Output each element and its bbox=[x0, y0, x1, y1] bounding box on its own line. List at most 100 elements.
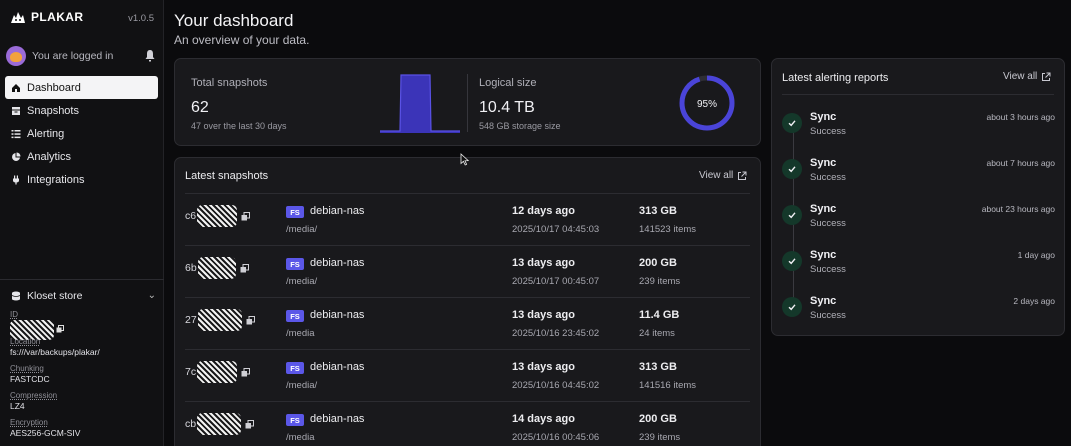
store-encryption-label: Encryption bbox=[10, 418, 48, 427]
alerting-reports-card: Latest alerting reports View all Sync Suc… bbox=[771, 58, 1065, 336]
fs-badge: FS bbox=[286, 206, 304, 218]
snapshot-path: /media/ bbox=[286, 380, 318, 391]
store-chunking-value: FASTCDC bbox=[10, 374, 50, 384]
alert-time: about 23 hours ago bbox=[981, 204, 1055, 214]
alert-item[interactable]: Sync Success 1 day ago bbox=[782, 247, 1055, 283]
brand-name: PLAKAR bbox=[31, 10, 84, 24]
table-row[interactable]: c6 FS debian-nas/media/12 days ago 2025/10/… bbox=[185, 193, 750, 245]
alert-title: Sync bbox=[810, 295, 837, 307]
snapshot-date: 2025/10/17 04:45:03 bbox=[512, 224, 600, 235]
external-link-icon bbox=[1042, 72, 1051, 81]
redacted-id bbox=[197, 361, 238, 383]
sidebar-item-analytics[interactable]: Analytics bbox=[5, 145, 158, 168]
snapshot-size: 11.4 GB bbox=[639, 309, 680, 321]
check-icon bbox=[782, 159, 802, 179]
snapshot-id-prefix: 6b bbox=[185, 262, 197, 274]
copy-icon[interactable] bbox=[240, 263, 249, 273]
alert-item[interactable]: Sync Success about 3 hours ago bbox=[782, 109, 1055, 145]
snapshot-id[interactable]: c6 bbox=[185, 205, 251, 227]
sidebar-item-label: Snapshots bbox=[27, 104, 79, 117]
chevron-down-icon[interactable]: ⌄ bbox=[147, 290, 156, 301]
snapshot-path: /media/ bbox=[286, 224, 318, 235]
alert-item[interactable]: Sync Success 2 days ago bbox=[782, 293, 1055, 329]
store-selector[interactable]: Kloset store ⌄ bbox=[11, 290, 156, 302]
app-version: v1.0.5 bbox=[128, 13, 154, 24]
copy-icon[interactable] bbox=[245, 419, 255, 429]
store-encryption-value: AES256-GCM-SIV bbox=[10, 428, 81, 438]
snapshot-host: debian-nas bbox=[310, 309, 365, 321]
alert-status: Success bbox=[810, 126, 846, 137]
view-all-label: View all bbox=[699, 170, 734, 181]
snapshot-age: 13 days ago bbox=[512, 361, 575, 373]
external-link-icon bbox=[738, 171, 747, 180]
copy-icon[interactable] bbox=[241, 367, 251, 377]
redacted-id bbox=[197, 309, 242, 331]
copy-icon[interactable] bbox=[246, 315, 255, 325]
snapshots-icon bbox=[11, 106, 21, 116]
bell-icon[interactable] bbox=[144, 49, 156, 62]
table-row[interactable]: cb FS debian-nas/media 14 days ago 2025/10/1… bbox=[185, 401, 750, 446]
store-chunking: Chunking FASTCDC bbox=[10, 364, 50, 384]
fs-badge: FS bbox=[286, 258, 304, 270]
snapshot-id-prefix: c6 bbox=[185, 210, 197, 222]
sidebar-item-alerting[interactable]: Alerting bbox=[5, 122, 158, 145]
snapshot-items: 24 items bbox=[639, 328, 675, 339]
table-row[interactable]: 7c FS debian-nas/media/13 days ago 2025/10/… bbox=[185, 349, 750, 401]
dedup-ratio-arc bbox=[679, 75, 735, 131]
database-icon bbox=[11, 291, 21, 301]
table-row[interactable]: 27 FS debian-nas/media 13 days ago 2025/10/1… bbox=[185, 297, 750, 349]
snapshot-id-prefix: cb bbox=[185, 418, 197, 430]
snapshot-age: 14 days ago bbox=[512, 413, 575, 425]
alert-item[interactable]: Sync Success about 7 hours ago bbox=[782, 155, 1055, 191]
avatar[interactable] bbox=[6, 46, 26, 66]
logical-size-label: Logical size bbox=[479, 77, 537, 89]
alert-time: 1 day ago bbox=[1017, 250, 1055, 260]
storage-size-sub: 548 GB storage size bbox=[479, 121, 561, 131]
home-icon bbox=[11, 83, 21, 93]
snapshot-items: 141516 items bbox=[639, 380, 697, 391]
store-encryption: Encryption AES256-GCM-SIV bbox=[10, 418, 80, 438]
store-panel: Kloset store ⌄ ID Location fs:///var/bac… bbox=[0, 279, 164, 438]
alert-title: Sync bbox=[810, 111, 837, 123]
snapshots-view-all-link[interactable]: View all bbox=[699, 170, 747, 181]
redacted-id bbox=[197, 413, 242, 435]
snapshot-id-prefix: 27 bbox=[185, 314, 197, 326]
snapshot-path: /media bbox=[286, 328, 315, 339]
snapshot-path: /media bbox=[286, 432, 315, 443]
alerts-view-all-link[interactable]: View all bbox=[1003, 71, 1051, 82]
sidebar-item-label: Dashboard bbox=[27, 81, 81, 94]
sidebar-item-label: Analytics bbox=[27, 150, 72, 163]
sidebar-item-integrations[interactable]: Integrations bbox=[5, 168, 158, 191]
copy-icon[interactable] bbox=[241, 211, 251, 221]
snapshot-age: 13 days ago bbox=[512, 309, 575, 321]
alert-status: Success bbox=[810, 264, 846, 275]
brand[interactable]: PLAKAR bbox=[10, 10, 83, 24]
total-snapshots-sub: 47 over the last 30 days bbox=[191, 121, 287, 131]
sidebar-item-dashboard[interactable]: Dashboard bbox=[5, 76, 158, 99]
dedup-ratio-label: 95% bbox=[697, 99, 717, 110]
check-icon bbox=[782, 297, 802, 317]
latest-snapshots-card: Latest snapshots View all c6 FS debian-nas… bbox=[174, 157, 761, 446]
snapshot-date: 2025/10/16 23:45:02 bbox=[512, 328, 600, 339]
snapshot-date: 2025/10/17 00:45:07 bbox=[512, 276, 600, 287]
snapshot-id[interactable]: 27 bbox=[185, 309, 255, 331]
latest-snapshots-title: Latest snapshots bbox=[185, 170, 269, 182]
store-title: Kloset store bbox=[27, 290, 83, 302]
snapshot-id[interactable]: 7c bbox=[185, 361, 251, 383]
sidebar-item-snapshots[interactable]: Snapshots bbox=[5, 99, 158, 122]
alerts-divider bbox=[782, 94, 1054, 95]
copy-icon[interactable] bbox=[56, 325, 64, 335]
table-row[interactable]: 6b FS debian-nas/media/13 days ago 2025/10/… bbox=[185, 245, 750, 297]
snapshot-size: 200 GB bbox=[639, 257, 677, 269]
snapshot-id[interactable]: 6b bbox=[185, 257, 249, 279]
logical-size-value: 10.4 TB bbox=[479, 99, 535, 116]
snapshot-host: debian-nas bbox=[310, 205, 365, 217]
dedup-ratio-ring: 95% bbox=[679, 75, 735, 131]
alert-time: 2 days ago bbox=[1013, 296, 1055, 306]
snapshot-id-prefix: 7c bbox=[185, 366, 197, 378]
alert-item[interactable]: Sync Success about 23 hours ago bbox=[782, 201, 1055, 237]
snapshot-id[interactable]: cb bbox=[185, 413, 255, 435]
store-compression-value: LZ4 bbox=[10, 401, 25, 411]
sidebar-item-label: Alerting bbox=[27, 127, 65, 140]
alerting-reports-title: Latest alerting reports bbox=[782, 72, 889, 84]
